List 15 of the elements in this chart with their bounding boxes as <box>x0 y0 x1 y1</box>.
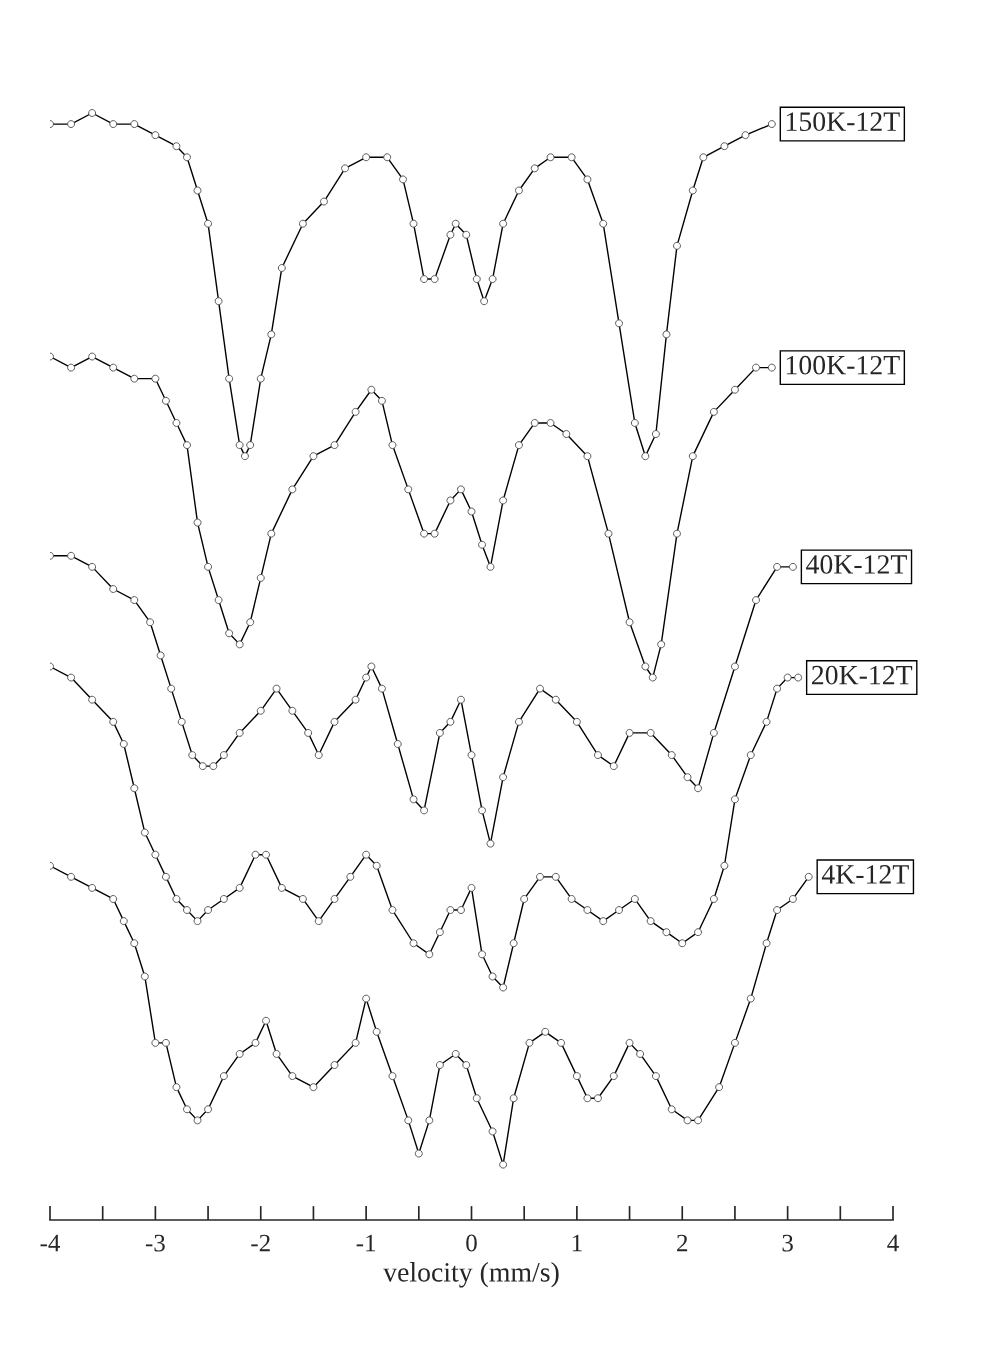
x-tick-label: -3 <box>145 1234 165 1252</box>
x-axis-title: velocity (mm/s) <box>383 1262 559 1288</box>
x-tick-label: 4 <box>887 1234 899 1252</box>
x-tick-label: 2 <box>677 1234 688 1252</box>
x-tick-label: 0 <box>466 1234 477 1252</box>
x-tick-label: 1 <box>572 1234 582 1252</box>
x-tick-label: -1 <box>356 1234 376 1252</box>
x-tick-label: 3 <box>782 1234 793 1252</box>
series-label: 20K-12T <box>812 665 913 685</box>
x-tick-label: -4 <box>40 1234 61 1252</box>
x-tick-label: -2 <box>251 1234 270 1252</box>
series-label: 40K-12T <box>806 555 907 574</box>
series-label: 150K-12T <box>786 112 900 132</box>
series-label: 4K-12T <box>821 865 909 884</box>
series-label: 100K-12T <box>786 355 900 375</box>
